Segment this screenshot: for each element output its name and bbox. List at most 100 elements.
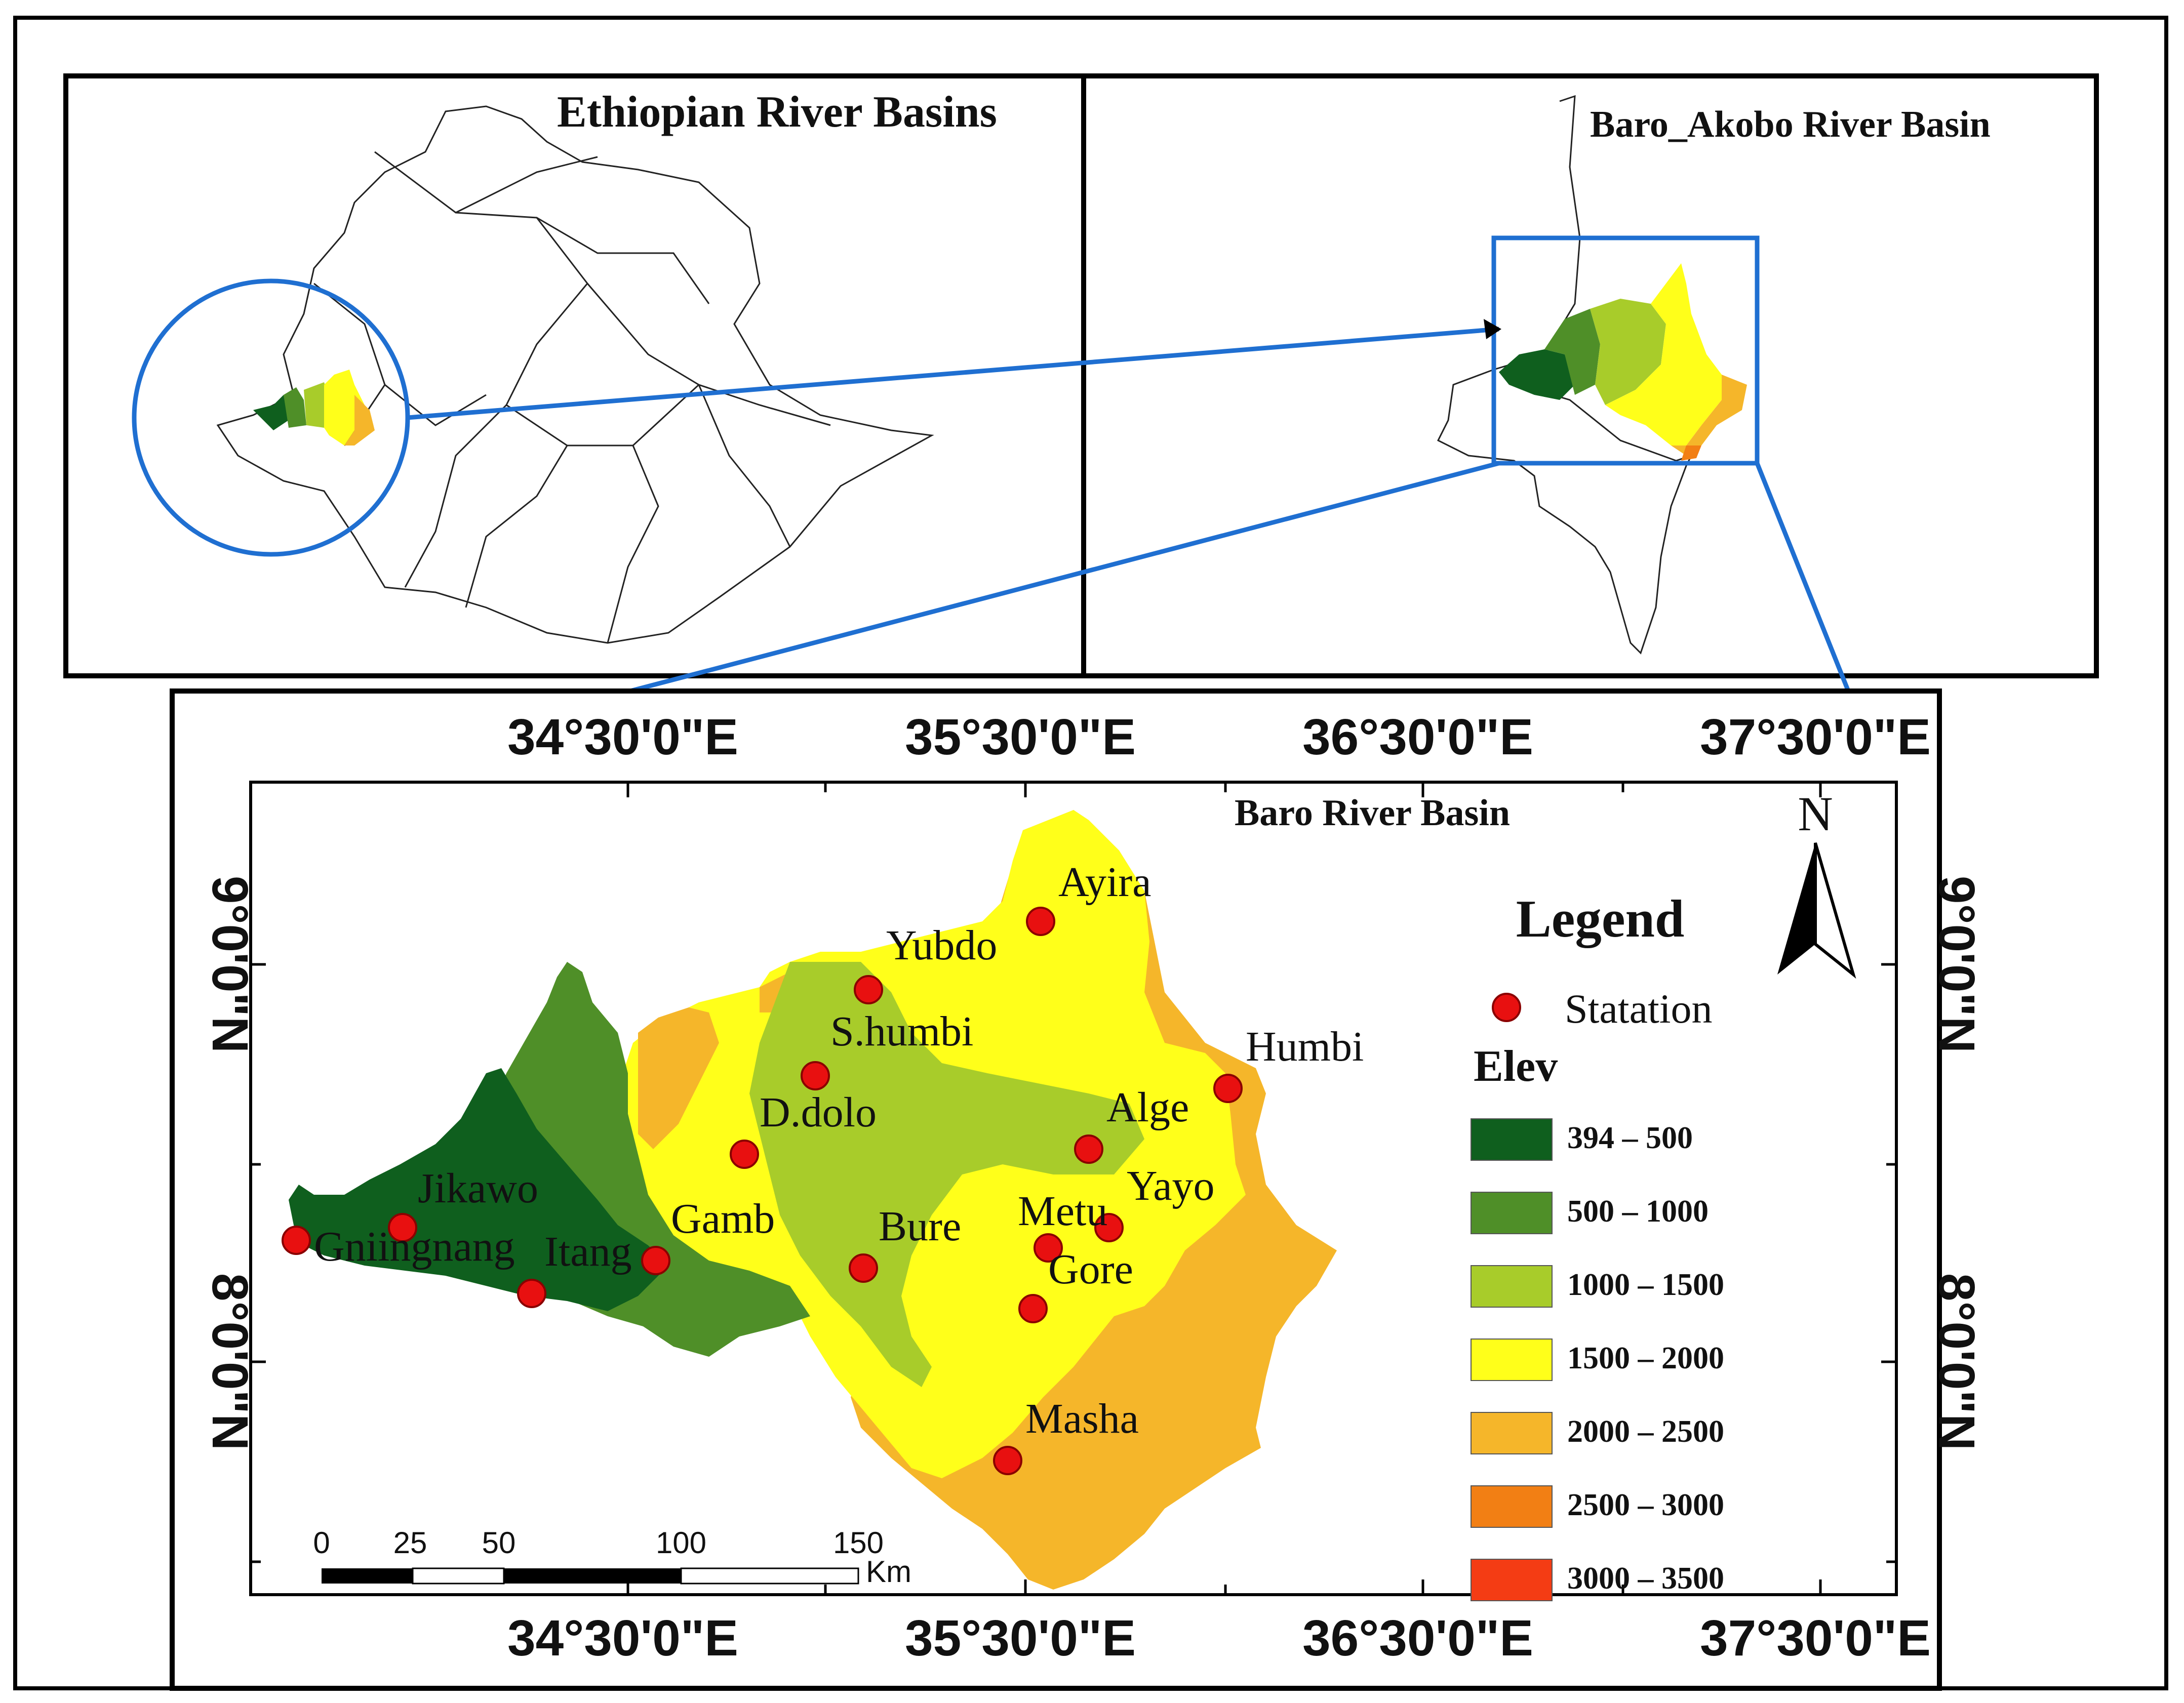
- baro-akobo-elevation-raster: [1499, 263, 1747, 461]
- station-marker: [801, 1061, 830, 1090]
- station-label: S.humbi: [830, 1008, 973, 1055]
- station-label: Itang: [544, 1228, 632, 1275]
- station-marker: [1074, 1134, 1103, 1164]
- station-marker: [1034, 1233, 1063, 1263]
- ethiopia-panel-title: Ethiopian River Basins: [557, 88, 997, 137]
- lat-label-left-2: 8°0'0"N: [202, 1273, 258, 1450]
- ethiopia-baro-inset-raster: [253, 370, 375, 445]
- lat-label-right-1: 9°0'0"N: [1928, 876, 1985, 1053]
- scale-tick-25: 25: [393, 1526, 427, 1560]
- station-marker: [641, 1246, 670, 1275]
- station-bure: Bure: [849, 1203, 961, 1283]
- north-arrow-label: N: [1798, 787, 1833, 841]
- legend-station-symbol: [1492, 993, 1521, 1022]
- station-itang: Itang: [517, 1228, 632, 1308]
- station-label: Jikawo: [418, 1165, 538, 1212]
- station-marker: [730, 1140, 759, 1169]
- station-marker: [993, 1446, 1022, 1475]
- station-yayo: Yayo: [1094, 1162, 1215, 1242]
- station-gamb: Gamb: [641, 1195, 775, 1275]
- stations-layer: Ayira Yubdo S.humbi Humbi D.dolo Alge Yayo Jika…: [282, 859, 1364, 1475]
- scale-unit: Km: [866, 1555, 911, 1589]
- scale-bar: 0 25 50 100 150 Km: [313, 1526, 911, 1589]
- station-label: Gamb: [671, 1195, 775, 1242]
- station-label: Gore: [1048, 1246, 1133, 1293]
- station-metu: Metu: [1018, 1188, 1107, 1263]
- scale-tick-100: 100: [656, 1526, 706, 1560]
- legend-swatch: [1471, 1339, 1553, 1381]
- lon-label-bottom-4: 37°30'0"E: [1700, 1610, 1931, 1667]
- station-s-humbi: S.humbi: [801, 1008, 973, 1090]
- station-yubdo: Yubdo: [854, 922, 997, 1004]
- legend-title: Legend: [1516, 889, 1685, 948]
- station-alge: Alge: [1074, 1084, 1189, 1164]
- station-label: Masha: [1025, 1395, 1139, 1442]
- station-label: D.dolo: [760, 1089, 877, 1136]
- station-gore: Gore: [1018, 1246, 1133, 1323]
- lon-label-top-1: 34°30'0"E: [507, 709, 738, 765]
- legend-elevation-classes: 394 – 500 500 – 1000 1000 – 1500 1500 – 200…: [1471, 1118, 1724, 1601]
- graticule-ticks: [251, 782, 1896, 1595]
- baro-akobo-panel: Baro_Akobo River Basin: [1081, 73, 2099, 678]
- legend-class-label: 3000 – 3500: [1567, 1561, 1724, 1596]
- station-label: Humbi: [1246, 1023, 1364, 1070]
- station-marker: [1213, 1074, 1243, 1103]
- baro-akobo-highlight-box: [1491, 235, 1760, 466]
- lon-label-top-4: 37°30'0"E: [1700, 709, 1931, 765]
- north-arrow-icon: N: [1777, 787, 1856, 979]
- baro-main-panel: 34°30'0"E 35°30'0"E 36°30'0"E 37°30'0"E …: [170, 688, 1985, 1691]
- station-label: Alge: [1106, 1084, 1189, 1131]
- station-ayira: Ayira: [1026, 859, 1151, 936]
- station-label: Gniingnang: [314, 1223, 515, 1270]
- baro-panel-title: Baro River Basin: [1235, 792, 1510, 834]
- legend-elev-title: Elev: [1474, 1042, 1558, 1091]
- legend-class-label: 2000 – 2500: [1567, 1414, 1724, 1449]
- legend-swatch: [1471, 1559, 1553, 1601]
- legend-class-label: 2500 – 3000: [1567, 1488, 1724, 1522]
- station-jikawo: Jikawo: [388, 1165, 538, 1242]
- coordinate-labels: 34°30'0"E 35°30'0"E 36°30'0"E 37°30'0"E …: [202, 709, 1985, 1667]
- lon-label-top-3: 36°30'0"E: [1302, 709, 1533, 765]
- legend-class-label: 394 – 500: [1567, 1121, 1693, 1155]
- lon-label-bottom-1: 34°30'0"E: [507, 1610, 738, 1667]
- station-label: Yayo: [1127, 1162, 1215, 1209]
- station-marker: [1026, 907, 1055, 936]
- baro-akobo-panel-title: Baro_Akobo River Basin: [1590, 104, 1991, 145]
- lat-label-left-1: 9°0'0"N: [202, 876, 258, 1053]
- lon-label-bottom-3: 36°30'0"E: [1302, 1610, 1533, 1667]
- connector-arrowhead-1: [1484, 319, 1501, 339]
- station-label: Yubdo: [886, 922, 997, 969]
- station-marker: [388, 1213, 417, 1242]
- scale-tick-0: 0: [313, 1526, 330, 1560]
- legend-swatch: [1471, 1485, 1553, 1528]
- station-marker: [282, 1226, 311, 1255]
- lon-label-bottom-2: 35°30'0"E: [905, 1610, 1136, 1667]
- legend: Legend Statation Elev 394 – 500 500 – 100…: [1471, 889, 1724, 1601]
- station-humbi: Humbi: [1213, 1023, 1364, 1103]
- legend-class-label: 1500 – 2000: [1567, 1341, 1724, 1375]
- station-gniingnang: Gniingnang: [282, 1223, 515, 1270]
- station-label: Metu: [1018, 1188, 1107, 1235]
- legend-class-label: 500 – 1000: [1567, 1194, 1709, 1229]
- station-marker: [517, 1279, 546, 1308]
- lat-label-right-2: 8°0'0"N: [1928, 1273, 1985, 1450]
- scale-tick-150: 150: [833, 1526, 884, 1560]
- station-marker: [849, 1253, 878, 1283]
- station-masha: Masha: [993, 1395, 1139, 1475]
- station-marker: [1094, 1213, 1124, 1242]
- legend-swatch: [1471, 1192, 1553, 1234]
- station-label: Ayira: [1058, 859, 1151, 906]
- legend-swatch: [1471, 1412, 1553, 1454]
- baro-elevation-raster: [289, 810, 1337, 1590]
- station-marker: [1018, 1294, 1048, 1323]
- station-marker: [854, 975, 883, 1004]
- scale-tick-50: 50: [482, 1526, 516, 1560]
- legend-class-label: 1000 – 1500: [1567, 1268, 1724, 1302]
- connector-ethiopia-to-baro-akobo: [407, 327, 1499, 420]
- station-label: Bure: [879, 1203, 961, 1250]
- legend-swatch: [1471, 1118, 1553, 1161]
- legend-station-label: Statation: [1565, 986, 1713, 1032]
- legend-swatch: [1471, 1265, 1553, 1308]
- station-d-dolo: D.dolo: [730, 1089, 877, 1169]
